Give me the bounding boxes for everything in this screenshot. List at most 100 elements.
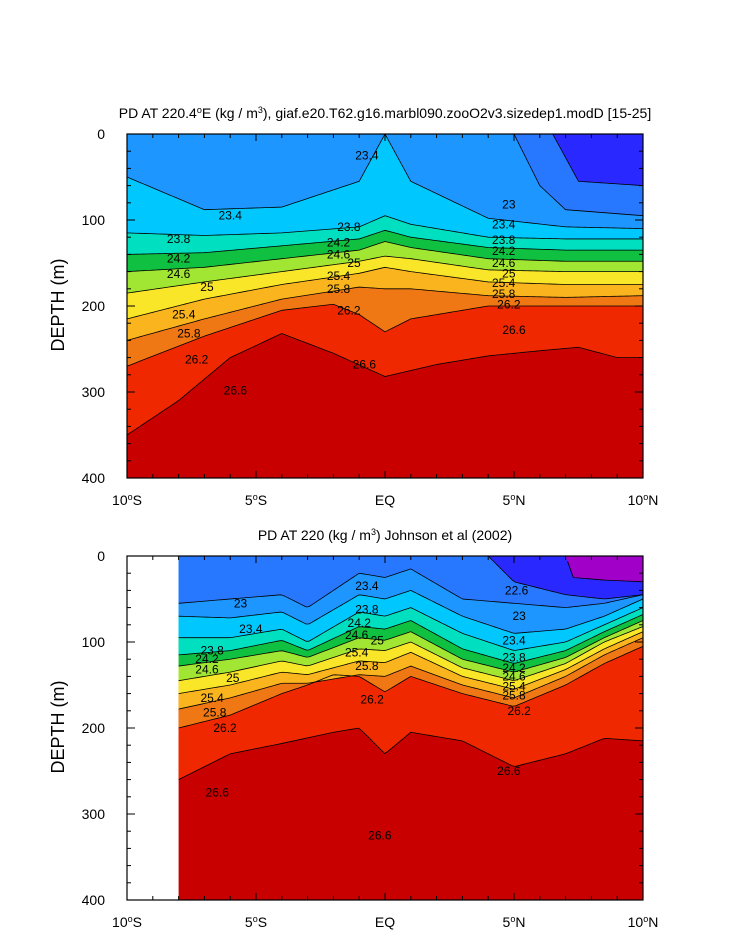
contour-line-23.8 [178,607,643,651]
contour-label: 26.2 [360,693,384,707]
contour-label: 25.8 [492,287,516,301]
contour-label: 25.4 [172,308,196,322]
y-tick-label: 300 [82,806,106,822]
contour-label: 26.6 [497,764,521,778]
contour-label: 24.6 [502,669,526,683]
contour-label: 24.6 [167,267,191,281]
x-tick-label: 10oN [628,914,659,930]
y-tick-label: 0 [97,126,105,142]
contour-line-24.2 [127,229,643,255]
contour-line-23.4 [127,134,643,229]
contour-line-23 [513,134,643,217]
contour-label: 25.8 [177,327,201,341]
contour-label: 25 [200,280,214,294]
contour-label: 24.6 [492,256,516,270]
panel-model: PD AT 220.4oE (kg / m3), giaf.e20.T62.g1… [48,105,658,508]
y-axis-label: DEPTH (m) [48,681,68,774]
contour-label: 23.4 [355,149,379,163]
contour-line-26.2 [127,303,643,367]
y-tick-label: 100 [82,634,106,650]
contour-line-24.6 [178,620,643,673]
contour-label: 23.4 [502,633,526,647]
contour-label: 25 [226,671,240,685]
contour-label: 25.8 [355,659,379,673]
panel-title: PD AT 220.4oE (kg / m3), giaf.e20.T62.g1… [119,105,651,121]
contour-line-25 [178,626,643,682]
x-tick-label: 5oN [503,914,526,930]
x-tick-label: 5oN [503,492,526,508]
contour-label: 26.6 [353,357,377,371]
contour-line-25.4 [178,631,643,694]
y-tick-label: 400 [82,892,106,908]
contour-line-24.6 [127,241,643,272]
contour-label: 23.4 [239,622,263,636]
contour-line-25.4 [127,266,643,320]
contour-line-24.2 [178,614,643,664]
density-band-22.6 [127,134,643,186]
contour-label: 26.2 [213,721,237,735]
contour-label: 24.2 [167,252,191,266]
x-tick-label: 5oS [245,492,267,508]
contour-label: 23.8 [200,644,224,658]
panel-title: PD AT 220 (kg / m3) Johnson et al (2002) [258,527,512,543]
x-tick-label: EQ [375,914,395,930]
y-axis-label: DEPTH (m) [48,259,68,352]
contour-label: 25.8 [327,282,351,296]
contour-label: 26.6 [502,323,526,337]
contour-line-22.6 [488,556,643,600]
contour-label: 25 [347,256,361,270]
contour-label: 23.4 [219,209,243,223]
contour-label: 26.2 [185,352,209,366]
contour-label: 26.6 [368,829,392,843]
y-tick-label: 100 [82,212,106,228]
x-tick-label: 10oS [112,914,142,930]
contour-label: 23.8 [167,232,191,246]
contour-line-25.8 [127,286,643,341]
contour-label: 23.4 [492,217,516,231]
contour-line-25 [127,255,643,294]
contour-label: 25.4 [492,276,516,290]
contour-label: 25.4 [345,645,369,659]
y-tick-label: 0 [97,548,105,564]
contour-label: 23.8 [492,233,516,247]
contour-label: 26.2 [337,303,361,317]
contour-label: 25 [502,266,516,280]
x-tick-label: 10oN [628,492,659,508]
contour-label: 24.6 [345,628,369,642]
contour-line-22.2 [567,561,643,583]
contour-line-23 [178,568,643,608]
contour-label: 25.4 [200,691,224,705]
contour-line-25.8 [178,637,643,710]
contour-label: 25.4 [327,269,351,283]
contour-label: 25.8 [502,688,526,702]
y-tick-label: 200 [82,298,106,314]
contour-line-26.2 [178,645,643,729]
contour-label: 25 [371,633,385,647]
contour-label: 23 [512,609,526,623]
contour-line-26.6 [178,727,643,780]
contour-line-23.4 [178,589,643,634]
x-tick-label: EQ [375,492,395,508]
contour-line-26.6 [127,333,643,436]
y-tick-label: 200 [82,720,106,736]
contour-label: 23.8 [337,220,361,234]
panel-observed: PD AT 220 (kg / m3) Johnson et al (2002)… [48,527,658,930]
contour-label: 24.2 [492,244,516,258]
contour-label: 23 [234,596,248,610]
contour-label: 23.4 [355,579,379,593]
density-band-22.6 [178,556,643,599]
contour-label: 22.6 [505,583,529,597]
y-tick-label: 400 [82,470,106,486]
contour-line-22.6 [552,134,643,186]
contour-label: 24.2 [348,616,372,630]
contour-label: 24.2 [502,661,526,675]
contour-label: 26.6 [224,383,248,397]
contour-label: 23.8 [355,602,379,616]
contour-label: 24.6 [327,247,351,261]
contour-label: 25.4 [502,680,526,694]
y-tick-label: 300 [82,384,106,400]
x-tick-label: 5oS [245,914,267,930]
contour-label: 26.2 [497,297,521,311]
contour-label: 24.6 [195,663,219,677]
